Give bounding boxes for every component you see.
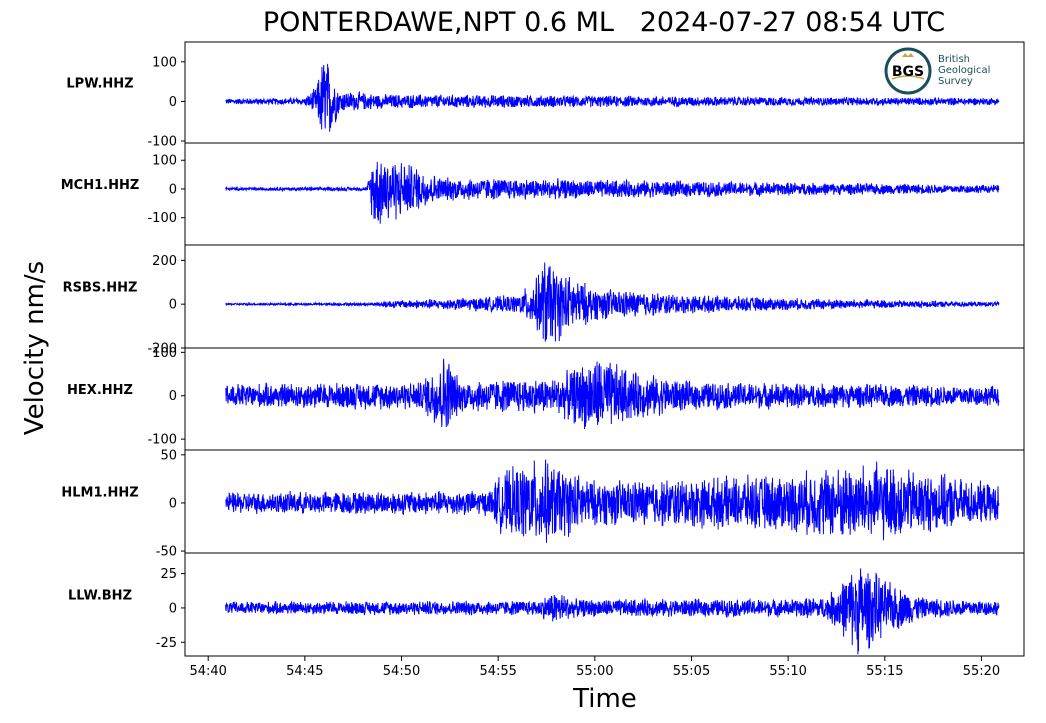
logo-ring bbox=[884, 47, 932, 95]
y-tick-label: -25 bbox=[156, 636, 177, 651]
x-axis-label: Time bbox=[572, 684, 637, 714]
trace-line bbox=[225, 162, 1000, 224]
x-tick-label: 54:45 bbox=[286, 664, 323, 679]
y-axis-label: Velocity nm/s bbox=[20, 261, 50, 435]
x-tick-label: 54:55 bbox=[479, 664, 516, 679]
panel-mch1-hhz: 100 0 -100 MCH1.HHZ bbox=[61, 142, 1025, 246]
logo-text-line: Survey bbox=[938, 76, 973, 87]
y-tick-label: 0 bbox=[169, 182, 177, 197]
panel-lpw-hhz: 100 0 -100 LPW.HHZ bbox=[66, 41, 1025, 150]
y-tick-label: 0 bbox=[169, 298, 177, 313]
x-tick-label: 55:05 bbox=[673, 664, 710, 679]
panel-frame bbox=[184, 142, 1025, 246]
y-tick-label: 100 bbox=[152, 346, 177, 361]
logo-mark: BGS bbox=[892, 64, 924, 80]
y-tick-label: 0 bbox=[169, 95, 177, 110]
y-tick-label: -50 bbox=[156, 545, 177, 560]
x-tick-label: 54:40 bbox=[189, 664, 226, 679]
station-label: HLM1.HHZ bbox=[61, 486, 138, 501]
panel-hex-hhz: 100 0 -100 HEX.HHZ bbox=[67, 346, 1025, 451]
y-tick-label: 0 bbox=[169, 389, 177, 404]
station-label: RSBS.HHZ bbox=[63, 281, 138, 296]
logo-text-line: Geological bbox=[938, 65, 990, 76]
y-tick-label: -200 bbox=[147, 342, 177, 357]
panel-rsbs-hhz: 200 0 -200 RSBS.HHZ bbox=[63, 244, 1025, 357]
x-tick-label: 55:15 bbox=[866, 664, 903, 679]
x-tick-label: 55:10 bbox=[769, 664, 806, 679]
trace-line bbox=[225, 459, 1000, 543]
station-label: HEX.HHZ bbox=[67, 383, 133, 398]
y-tick-label: 200 bbox=[152, 254, 177, 269]
crown-icon bbox=[902, 53, 914, 57]
x-tick-label: 55:00 bbox=[576, 664, 613, 679]
y-tick-label: 0 bbox=[169, 601, 177, 616]
y-tick-label: 100 bbox=[152, 154, 177, 169]
trace-line bbox=[225, 358, 1000, 430]
station-label: LPW.HHZ bbox=[66, 77, 133, 92]
y-tick-label: 25 bbox=[160, 567, 177, 582]
y-tick-label: -100 bbox=[147, 211, 177, 226]
chart-title: PONTERDAWE,NPT 0.6 ML 2024-07-27 08:54 U… bbox=[263, 7, 945, 38]
logo-text-line: British bbox=[938, 54, 970, 65]
panel-hlm1-hhz: 50 0 -50 HLM1.HHZ bbox=[61, 448, 1025, 560]
y-tick-label: 100 bbox=[152, 55, 177, 70]
station-label: LLW.BHZ bbox=[68, 589, 132, 604]
y-tick-label: -100 bbox=[147, 433, 177, 448]
logo-wave bbox=[891, 75, 925, 80]
x-tick-label: 54:50 bbox=[383, 664, 420, 679]
trace-line bbox=[225, 568, 1000, 655]
panel-llw-bhz: 25 0 -25 LLW.BHZ bbox=[68, 552, 1025, 657]
y-tick-label: 50 bbox=[160, 448, 177, 463]
station-panels: 100 0 -100 LPW.HHZ 100 0 -100 MCH1.HHZ 200 0 -200 R… bbox=[61, 41, 1025, 657]
trace-line bbox=[225, 262, 1000, 342]
y-tick-label: 0 bbox=[169, 496, 177, 511]
y-tick-label: -100 bbox=[147, 135, 177, 150]
station-label: MCH1.HHZ bbox=[61, 178, 140, 193]
x-tick-label: 55:20 bbox=[963, 664, 1000, 679]
panel-frame bbox=[184, 552, 1025, 657]
x-axis: 54:40 54:45 54:50 54:55 55:00 55:05 55:10 55:15… bbox=[189, 656, 1000, 679]
trace-line bbox=[225, 63, 1000, 132]
